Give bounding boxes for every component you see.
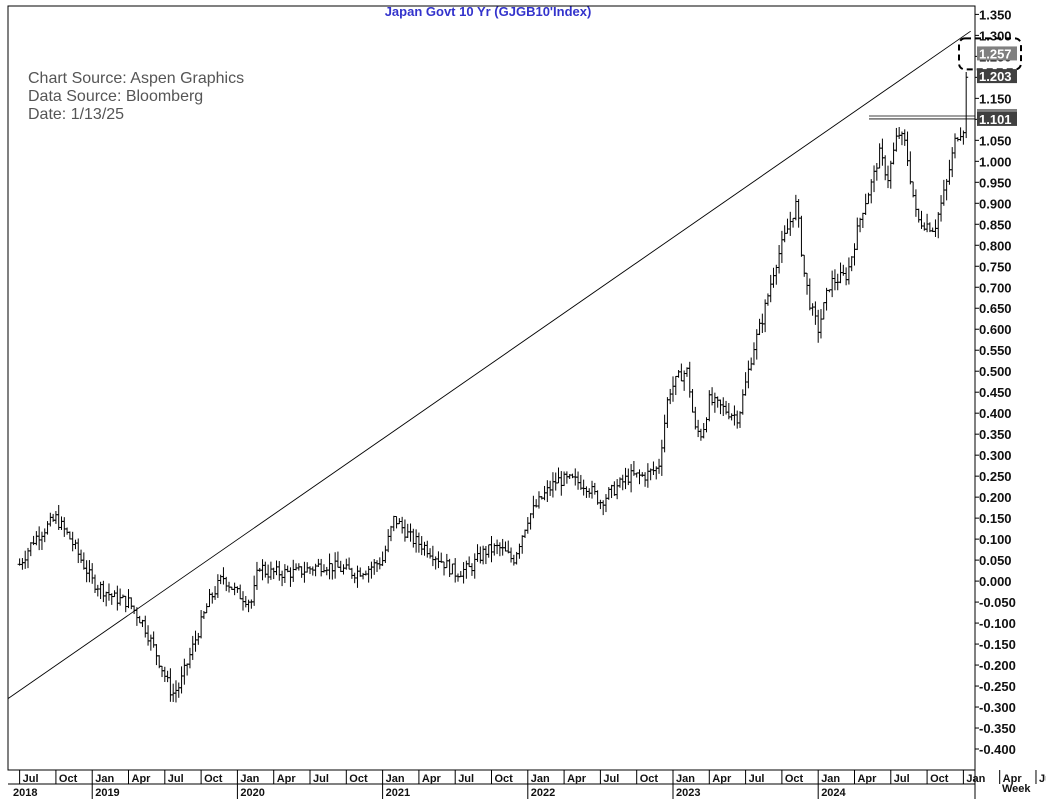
x-tick-label: Oct: [785, 773, 804, 785]
y-tick-label: 0.000: [979, 574, 1012, 589]
x-tick-label: Jul: [603, 773, 619, 785]
y-tick-label: 0.200: [979, 490, 1012, 505]
plot-area: [7, 30, 975, 703]
x-year-label: 2024: [821, 787, 846, 799]
x-tick-label: Jul: [894, 773, 910, 785]
x-tick-label: Apr: [422, 773, 442, 785]
x-tick-label: Jul: [168, 773, 184, 785]
y-tick-label: 0.600: [979, 322, 1012, 337]
price-tag: 1.203: [977, 69, 1017, 84]
y-tick-label: 0.450: [979, 385, 1012, 400]
y-tick-label: -0.300: [979, 700, 1016, 715]
x-tick-label: Apr: [857, 773, 877, 785]
price-tag: 1.101: [977, 111, 1017, 127]
y-tick-label: 0.500: [979, 364, 1012, 379]
x-tick-label: Jan: [821, 773, 840, 785]
y-tick-label: 1.150: [979, 91, 1012, 106]
x-tick-label: Jul: [749, 773, 765, 785]
x-tick-label: Jan: [531, 773, 550, 785]
x-tick-label: Jul: [313, 773, 329, 785]
x-tick-label: Oct: [349, 773, 368, 785]
x-tick-label: Apr: [1003, 773, 1023, 785]
y-tick-label: 0.550: [979, 343, 1012, 358]
chart-title: Japan Govt 10 Yr (GJGB10'Index): [385, 4, 592, 19]
x-tick-label: Jul: [23, 773, 39, 785]
axes: 1.3501.3001.2501.2001.1501.1001.0501.000…: [7, 5, 1046, 799]
price-tag-box: [977, 46, 1017, 61]
x-tick-label: Apr: [567, 773, 587, 785]
frequency-label: Week: [1002, 783, 1031, 795]
y-tick-label: 0.250: [979, 469, 1012, 484]
y-tick-label: 1.300: [979, 28, 1012, 43]
x-year-label: 2023: [676, 787, 700, 799]
y-tick-label: 0.950: [979, 175, 1012, 190]
y-tick-label: -0.350: [979, 721, 1016, 736]
y-tick-label: 0.350: [979, 427, 1012, 442]
price-tag-box: [977, 69, 1017, 84]
y-tick-label: 0.750: [979, 259, 1012, 274]
y-tick-label: 1.350: [979, 7, 1012, 22]
y-tick-label: 0.150: [979, 511, 1012, 526]
chart-note-data: Data Source: Bloomberg: [28, 88, 203, 105]
x-year-label: 2021: [386, 787, 410, 799]
x-year-label: 2019: [95, 787, 119, 799]
x-tick-label: Oct: [930, 773, 949, 785]
y-tick-label: 0.800: [979, 238, 1012, 253]
y-tick-label: -0.050: [979, 595, 1016, 610]
chart-note-date: Date: 1/13/25: [28, 106, 124, 123]
y-tick-label: 1.000: [979, 154, 1012, 169]
x-tick-label: Oct: [640, 773, 659, 785]
chart-note-source: Chart Source: Aspen Graphics: [28, 70, 244, 87]
x-tick-label: Jul: [458, 773, 474, 785]
price-tag-label: 1.101: [979, 112, 1012, 127]
x-tick-label: Apr: [712, 773, 732, 785]
price-tag-label: 1.203: [979, 69, 1012, 84]
y-tick-label: 0.050: [979, 553, 1012, 568]
x-tick-label: Jul: [1039, 773, 1046, 785]
y-tick-label: 0.650: [979, 301, 1012, 316]
y-tick-label: 1.050: [979, 133, 1012, 148]
y-tick-label: 0.850: [979, 217, 1012, 232]
x-tick-label: Oct: [495, 773, 514, 785]
x-tick-label: Jan: [676, 773, 695, 785]
y-tick-label: -0.100: [979, 616, 1016, 631]
trendline: [7, 30, 971, 700]
x-tick-label: Jan: [966, 773, 985, 785]
x-tick-label: Apr: [132, 773, 152, 785]
x-year-label: 2022: [531, 787, 555, 799]
price-tag: 1.257: [977, 46, 1017, 61]
x-tick-label: Oct: [59, 773, 78, 785]
y-tick-label: -0.250: [979, 679, 1016, 694]
x-tick-label: Apr: [277, 773, 297, 785]
y-tick-label: 0.400: [979, 406, 1012, 421]
x-tick-label: Jan: [240, 773, 259, 785]
x-tick-label: Jan: [386, 773, 405, 785]
y-tick-label: -0.400: [979, 742, 1016, 757]
y-tick-label: -0.200: [979, 658, 1016, 673]
y-tick-label: 0.100: [979, 532, 1012, 547]
x-tick-label: Jan: [95, 773, 114, 785]
plot-frame: [7, 5, 976, 771]
y-tick-label: 0.700: [979, 280, 1012, 295]
x-year-label: 2020: [240, 787, 264, 799]
x-tick-label: Oct: [204, 773, 223, 785]
y-tick-label: 0.300: [979, 448, 1012, 463]
y-tick-label: -0.150: [979, 637, 1016, 652]
y-tick-label: 0.900: [979, 196, 1012, 211]
price-tag-box: [977, 111, 1017, 126]
x-year-label: 2018: [13, 787, 37, 799]
price-tag-label: 1.257: [979, 46, 1012, 61]
